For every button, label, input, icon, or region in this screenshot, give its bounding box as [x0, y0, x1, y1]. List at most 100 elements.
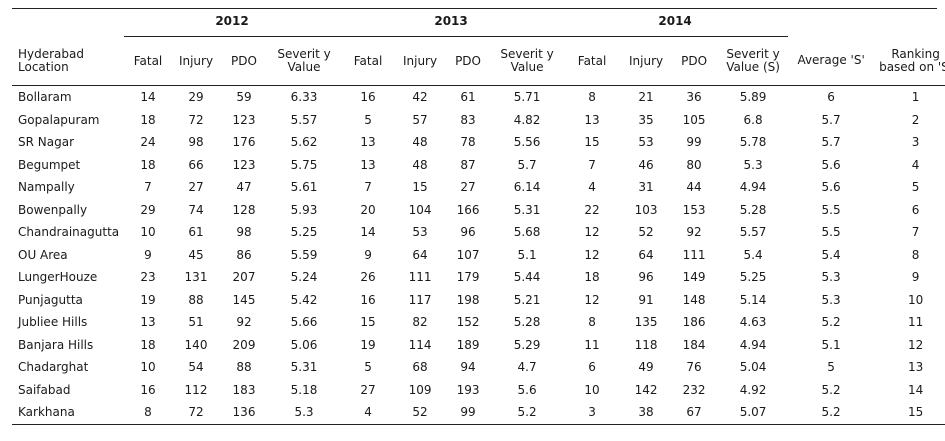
value-cell: 49	[638, 360, 654, 375]
value-cell: 5.3	[821, 292, 841, 307]
value-cell: 4	[588, 180, 596, 195]
value-cell: 118	[634, 337, 658, 352]
value-cell: 14	[907, 382, 924, 397]
header-severity-2013: Severit y Value	[492, 36, 563, 86]
value-cell: 35	[638, 112, 654, 127]
header-pdo-2013: PDO	[444, 36, 493, 86]
header-severity-2014: Severit y Value (S)	[718, 36, 789, 86]
value-cell: 5.6	[821, 180, 841, 195]
table-row: Karkhana 8 72 136 5.3 4 52 99 5.2 3 38 67 5.07 5.2 15	[12, 401, 945, 425]
value-cell: 5.31	[513, 202, 541, 217]
value-cell: 44	[686, 180, 702, 195]
value-cell: 148	[682, 292, 706, 307]
value-cell: 8	[911, 247, 920, 262]
value-cell: 26	[360, 270, 376, 285]
value-cell: 31	[638, 180, 654, 195]
value-cell: 80	[686, 157, 702, 172]
value-cell: 112	[184, 382, 208, 397]
value-cell: 64	[638, 247, 654, 262]
value-cell: 6	[588, 360, 596, 375]
value-cell: 59	[236, 90, 252, 105]
value-cell: 3	[562, 401, 623, 425]
value-cell: 16	[140, 382, 156, 397]
header-average: Average 'S'	[788, 36, 875, 86]
value-cell: 57	[412, 112, 428, 127]
value-cell: 13	[360, 135, 376, 150]
value-cell: 5.06	[290, 337, 318, 352]
value-cell: 52	[638, 225, 654, 240]
value-cell: 88	[236, 360, 252, 375]
value-cell: 12	[584, 225, 600, 240]
value-cell: 5.24	[290, 270, 318, 285]
value-cell: 189	[456, 337, 480, 352]
location-cell: Begumpet	[18, 157, 81, 172]
value-cell: 8	[124, 401, 172, 425]
value-cell: 22	[584, 202, 600, 217]
value-cell: 29	[188, 90, 204, 105]
location-cell: Banjara Hills	[18, 337, 94, 352]
location-cell: Jubliee Hills	[18, 315, 88, 330]
value-cell: 6.33	[290, 90, 318, 105]
value-cell: 13	[360, 157, 376, 172]
value-cell: 207	[232, 270, 256, 285]
value-cell: 45	[188, 247, 204, 262]
value-cell: 96	[638, 270, 654, 285]
value-cell: 5.68	[513, 225, 541, 240]
value-cell: 5.28	[739, 202, 767, 217]
value-cell: 5	[827, 360, 835, 375]
value-cell: 5.2	[821, 382, 841, 397]
location-cell: OU Area	[18, 247, 68, 262]
value-cell: 27	[188, 180, 204, 195]
value-cell: 72	[188, 112, 204, 127]
value-cell: 5.42	[290, 292, 318, 307]
value-cell: 179	[456, 270, 480, 285]
value-cell: 107	[456, 247, 480, 262]
value-cell: 7	[144, 180, 152, 195]
value-cell: 76	[686, 360, 702, 375]
value-cell: 88	[188, 292, 204, 307]
value-cell: 5.18	[290, 382, 318, 397]
value-cell: 11	[907, 315, 924, 330]
location-cell: Chadarghat	[18, 360, 89, 375]
table-row: Bollaram 14 29 59 6.33 16 42 61 5.71 8 21 36 5.89 6 1	[12, 86, 945, 109]
value-cell: 105	[682, 112, 706, 127]
header-pdo-2014: PDO	[670, 36, 719, 86]
value-cell: 15	[584, 135, 600, 150]
value-cell: 5.7	[821, 135, 841, 150]
value-cell: 68	[412, 360, 428, 375]
header-injury-2014: Injury	[622, 36, 671, 86]
value-cell: 19	[140, 292, 156, 307]
value-cell: 5.89	[739, 90, 767, 105]
value-cell: 48	[412, 135, 428, 150]
value-cell: 135	[634, 315, 658, 330]
value-cell: 4.92	[739, 382, 767, 397]
value-cell: 4.63	[739, 315, 767, 330]
value-cell: 47	[236, 180, 252, 195]
header-fatal-2013: Fatal	[340, 36, 397, 86]
location-cell: LungerHouze	[18, 270, 98, 285]
value-cell: 5.3	[268, 401, 341, 425]
value-cell: 103	[634, 202, 658, 217]
value-cell: 15	[874, 401, 945, 425]
value-cell: 5.1	[821, 337, 841, 352]
value-cell: 5.59	[290, 247, 318, 262]
value-cell: 176	[232, 135, 256, 150]
value-cell: 82	[412, 315, 428, 330]
value-cell: 18	[584, 270, 600, 285]
value-cell: 1	[911, 90, 920, 105]
header-fatal-2012: Fatal	[124, 36, 172, 86]
value-cell: 186	[682, 315, 706, 330]
year-2014: 2014	[562, 10, 789, 37]
value-cell: 184	[682, 337, 706, 352]
table-row: Begumpet 18 66 123 5.75 13 48 87 5.7 7 46 80 5.3 5.6 4	[12, 154, 945, 177]
value-cell: 14	[360, 225, 376, 240]
value-cell: 54	[188, 360, 204, 375]
table-row: Bowenpally 29 74 128 5.93 20 104 166 5.31 22 103 15…	[12, 199, 945, 222]
value-cell: 46	[638, 157, 654, 172]
value-cell: 5.6	[821, 157, 841, 172]
value-cell: 6.8	[743, 112, 763, 127]
value-cell: 5.31	[290, 360, 318, 375]
value-cell: 15	[360, 315, 376, 330]
value-cell: 15	[412, 180, 428, 195]
value-cell: 5.61	[290, 180, 318, 195]
